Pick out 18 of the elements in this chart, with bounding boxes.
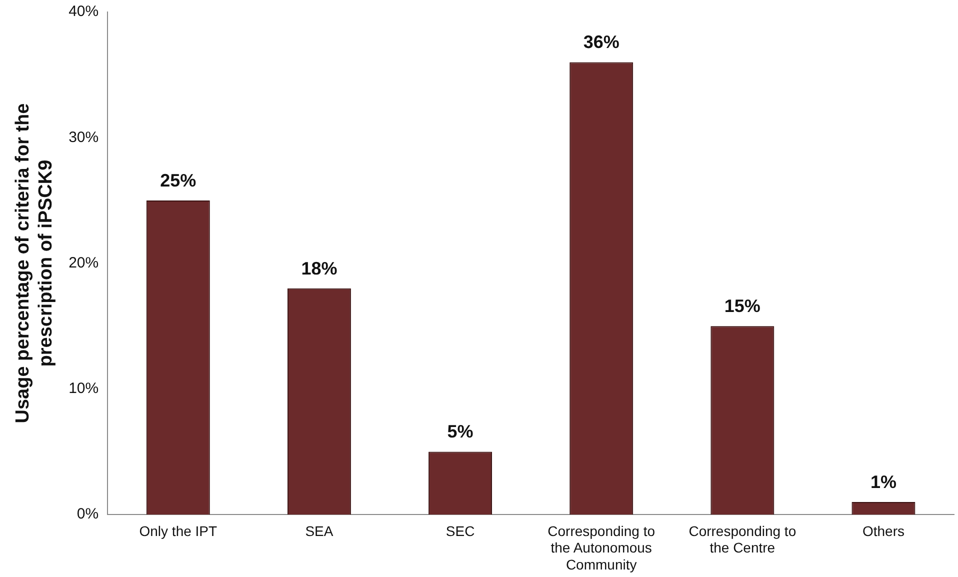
data-label: 25% [160,170,196,190]
y-tick-label: 30% [68,128,99,146]
x-tick-label: SEA [305,522,334,539]
data-label: 1% [870,472,896,492]
y-tick-label: 40% [68,3,99,20]
x-tick-label: Others [862,522,904,539]
y-tick-label: 0% [76,506,99,523]
x-tick-label: Corresponding to the Autonomous Community [548,522,656,572]
y-tick-label: 10% [68,380,99,398]
data-label: 36% [583,32,620,52]
data-label: 15% [724,296,760,316]
data-label: 18% [301,258,338,278]
data-label: 5% [447,422,474,442]
x-tick-label: Corresponding to the Centre [688,522,796,556]
y-tick-label: 20% [68,254,99,272]
x-tick-label: Only the IPT [139,522,218,539]
x-tick-label: SEC [446,522,475,539]
y-axis-title: Usage percentage of criteria for the prescription of iPSCK9 [12,103,56,424]
